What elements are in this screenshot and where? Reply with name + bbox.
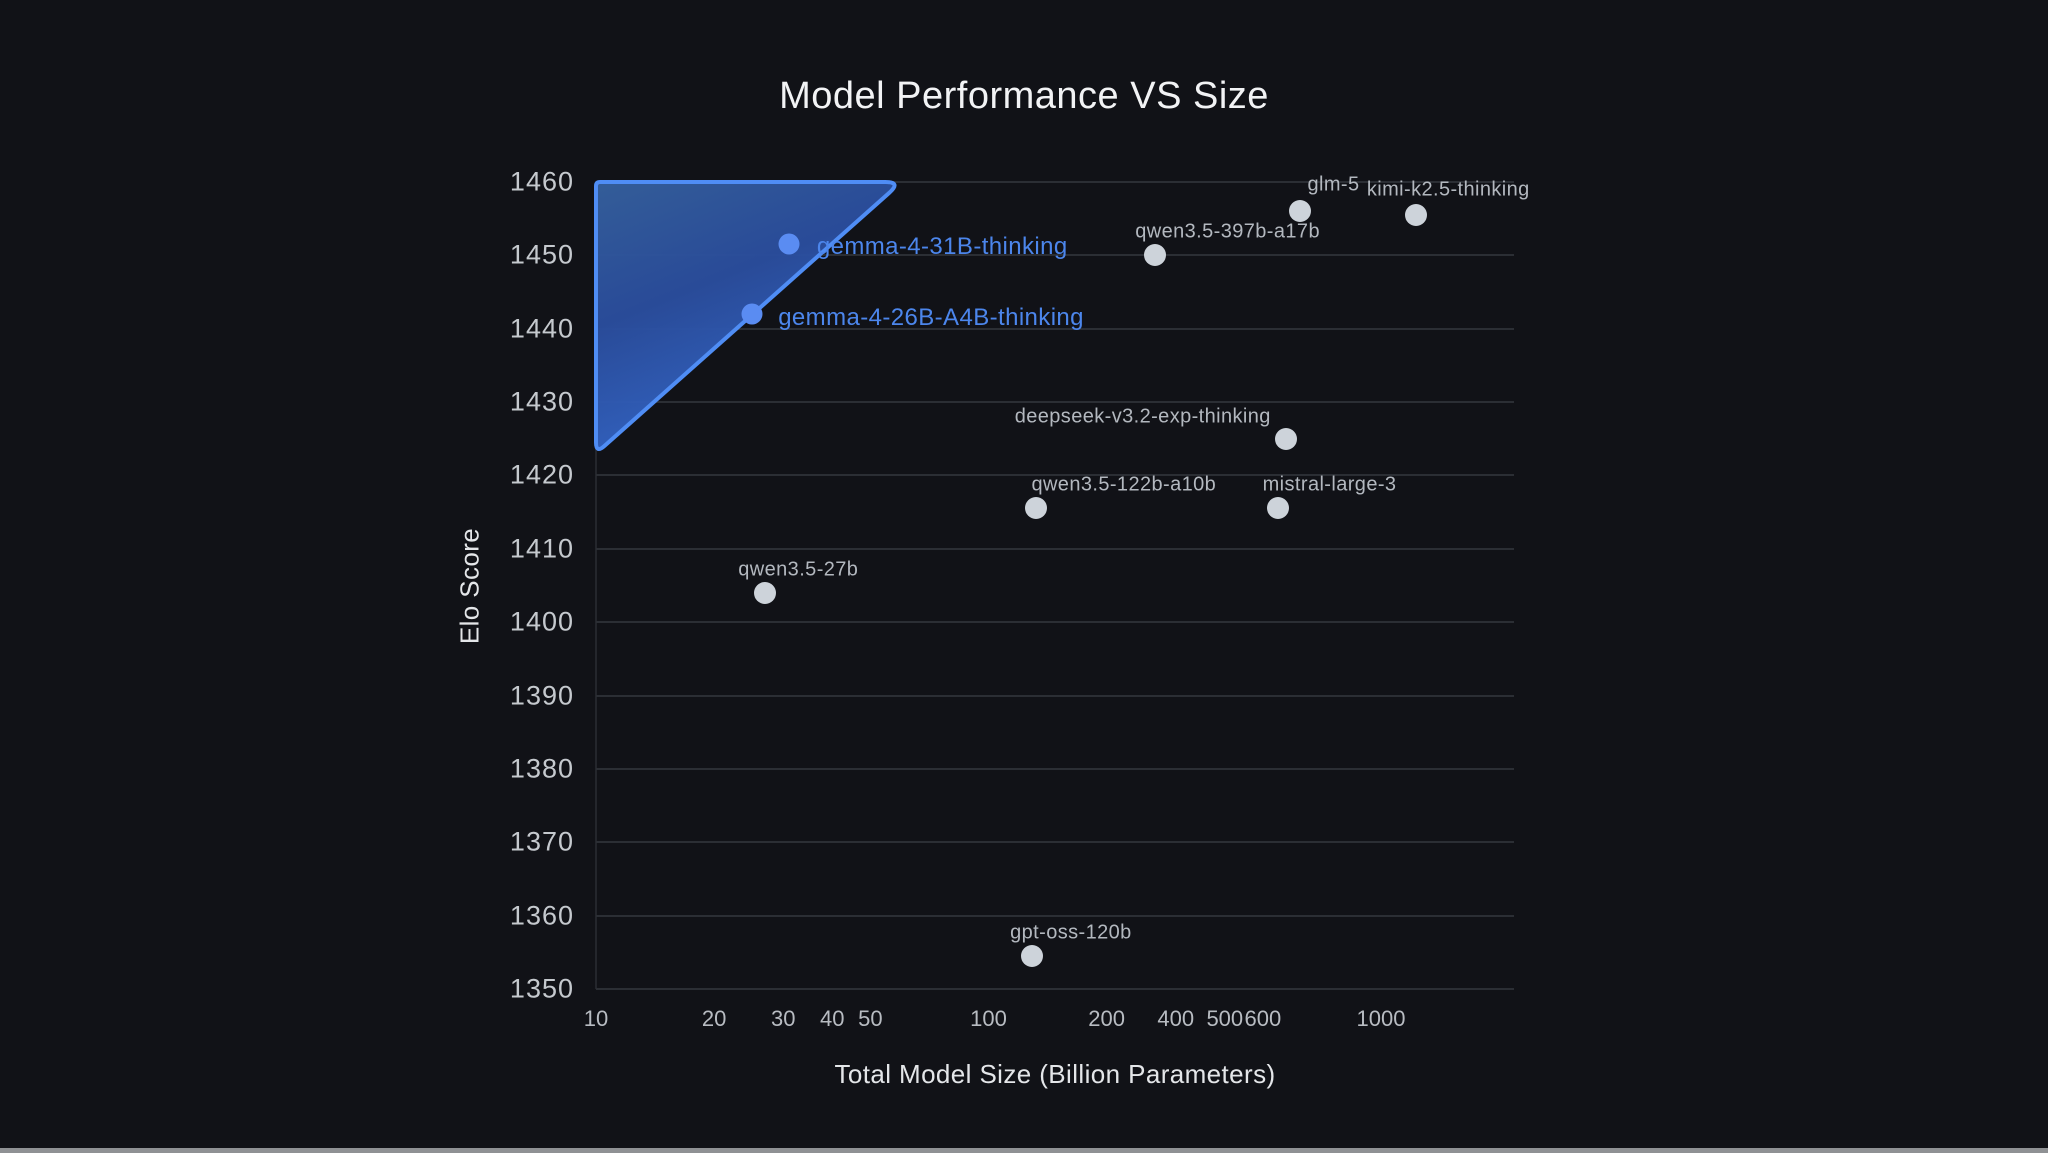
point-label-qwen3.5-122b-a10b: qwen3.5-122b-a10b bbox=[1031, 473, 1217, 496]
y-tick-label: 1450 bbox=[509, 239, 574, 270]
gridline-elo-1450 bbox=[596, 254, 1514, 257]
x-tick-label: 10 bbox=[583, 1006, 609, 1031]
gridline-elo-1390 bbox=[596, 694, 1514, 697]
gridline-elo-1430 bbox=[596, 401, 1514, 404]
y-tick-label: 1400 bbox=[509, 606, 574, 637]
point-label-qwen3.5-397b-a17b: qwen3.5-397b-a17b bbox=[1135, 220, 1320, 243]
y-tick-label: 1350 bbox=[509, 973, 574, 1004]
data-point-deepseek-v3.2-exp-thinking bbox=[1274, 427, 1297, 450]
gridline-elo-1460 bbox=[596, 181, 1514, 183]
gridline-elo-1360 bbox=[596, 914, 1514, 917]
y-tick-label: 1410 bbox=[509, 533, 574, 564]
y-tick-label: 1430 bbox=[509, 386, 574, 417]
data-point-qwen3.5-397b-a17b bbox=[1143, 244, 1166, 267]
data-point-gemma-4-26B-A4B-thinking bbox=[741, 303, 763, 325]
gridline-elo-1410 bbox=[596, 547, 1514, 550]
y-tick-label: 1420 bbox=[509, 459, 574, 490]
gridline-elo-1370 bbox=[596, 841, 1514, 844]
gridline-elo-1440 bbox=[596, 327, 1514, 330]
x-tick-label: 600 bbox=[1244, 1006, 1282, 1031]
point-label-deepseek-v3.2-exp-thinking: deepseek-v3.2-exp-thinking bbox=[1014, 405, 1271, 428]
gridline-elo-1420 bbox=[596, 474, 1514, 477]
point-label-gemma-4-26B-A4B-thinking: gemma-4-26B-A4B-thinking bbox=[778, 304, 1084, 332]
data-point-kimi-k2.5-thinking bbox=[1405, 204, 1428, 226]
window-bottom-edge bbox=[0, 1148, 2048, 1153]
y-tick-label: 1360 bbox=[509, 900, 574, 931]
gridline-elo-1350 bbox=[596, 988, 1514, 990]
data-point-glm-5 bbox=[1288, 200, 1311, 223]
point-label-gemma-4-31B-thinking: gemma-4-31B-thinking bbox=[816, 233, 1068, 261]
x-tick-label: 400 bbox=[1157, 1006, 1195, 1031]
data-point-mistral-large-3 bbox=[1266, 497, 1289, 520]
data-point-qwen3.5-122b-a10b bbox=[1024, 497, 1047, 520]
point-label-mistral-large-3: mistral-large-3 bbox=[1262, 473, 1397, 496]
data-point-gemma-4-31B-thinking bbox=[778, 233, 800, 255]
x-tick-label: 500 bbox=[1206, 1006, 1244, 1031]
y-tick-label: 1440 bbox=[509, 313, 574, 344]
y-tick-label: 1460 bbox=[509, 166, 574, 197]
y-tick-label: 1390 bbox=[509, 680, 574, 711]
plot-area bbox=[596, 182, 1514, 989]
x-axis-title: Total Model Size (Billion Parameters) bbox=[834, 1059, 1276, 1089]
x-tick-label: 50 bbox=[858, 1006, 883, 1031]
y-axis-spine bbox=[595, 182, 597, 989]
y-tick-label: 1370 bbox=[509, 826, 574, 857]
chart-title: Model Performance VS Size bbox=[779, 75, 1269, 117]
x-tick-label: 1000 bbox=[1356, 1006, 1406, 1031]
point-label-qwen3.5-27b: qwen3.5-27b bbox=[738, 558, 859, 581]
x-tick-label: 40 bbox=[820, 1006, 845, 1031]
y-tick-label: 1380 bbox=[509, 753, 574, 784]
x-tick-label: 30 bbox=[771, 1006, 796, 1031]
point-label-gpt-oss-120b: gpt-oss-120b bbox=[1010, 921, 1132, 944]
point-label-kimi-k2.5-thinking: kimi-k2.5-thinking bbox=[1366, 178, 1530, 201]
gridline-elo-1380 bbox=[596, 767, 1514, 770]
data-point-gpt-oss-120b bbox=[1020, 944, 1043, 967]
x-tick-label: 20 bbox=[701, 1006, 727, 1031]
x-tick-label: 100 bbox=[970, 1006, 1007, 1031]
x-tick-label: 200 bbox=[1088, 1006, 1125, 1031]
data-point-qwen3.5-27b bbox=[754, 581, 777, 604]
point-label-glm-5: glm-5 bbox=[1307, 173, 1360, 196]
gridline-elo-1400 bbox=[596, 621, 1514, 624]
